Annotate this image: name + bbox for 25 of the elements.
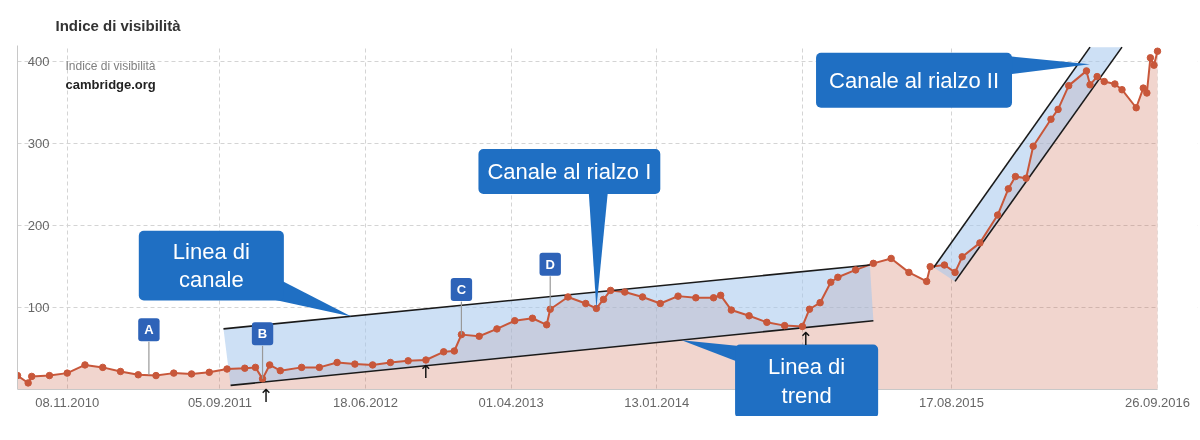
annotation: A: [144, 322, 155, 338]
x-tick-label: 05.09.2011: [187, 394, 252, 410]
x-tick-label: 26.09.2016: [1124, 394, 1191, 410]
y-tick-label: 200: [27, 218, 50, 234]
annotation: ↑: [798, 327, 814, 349]
annotation: Canale al rialzo I: [487, 158, 652, 184]
annotation: Canale al rialzo II: [829, 67, 1000, 93]
annotation: Indice di visibilità: [65, 58, 156, 73]
x-tick-label: 08.11.2010: [35, 394, 100, 410]
annotation: ↑: [418, 360, 434, 382]
y-tick-label: 300: [27, 136, 50, 152]
annotation: Linea di trend: [768, 354, 846, 409]
chart-title: Indice di visibilità: [55, 16, 182, 34]
y-tick-label: 100: [27, 300, 50, 316]
annotation: B: [257, 326, 268, 342]
annotation: C: [456, 282, 467, 298]
x-tick-label: 17.08.2015: [918, 394, 985, 410]
annotation: ↑: [258, 384, 274, 406]
annotation: Linea di canale: [172, 238, 250, 293]
x-tick-label: 01.04.2013: [478, 394, 544, 410]
annotation: D: [545, 256, 555, 272]
x-tick-label: 13.01.2014: [624, 394, 690, 410]
y-tick-label: 400: [27, 54, 50, 70]
x-tick-label: 18.06.2012: [333, 394, 399, 410]
annotation: cambridge.org: [65, 77, 156, 92]
